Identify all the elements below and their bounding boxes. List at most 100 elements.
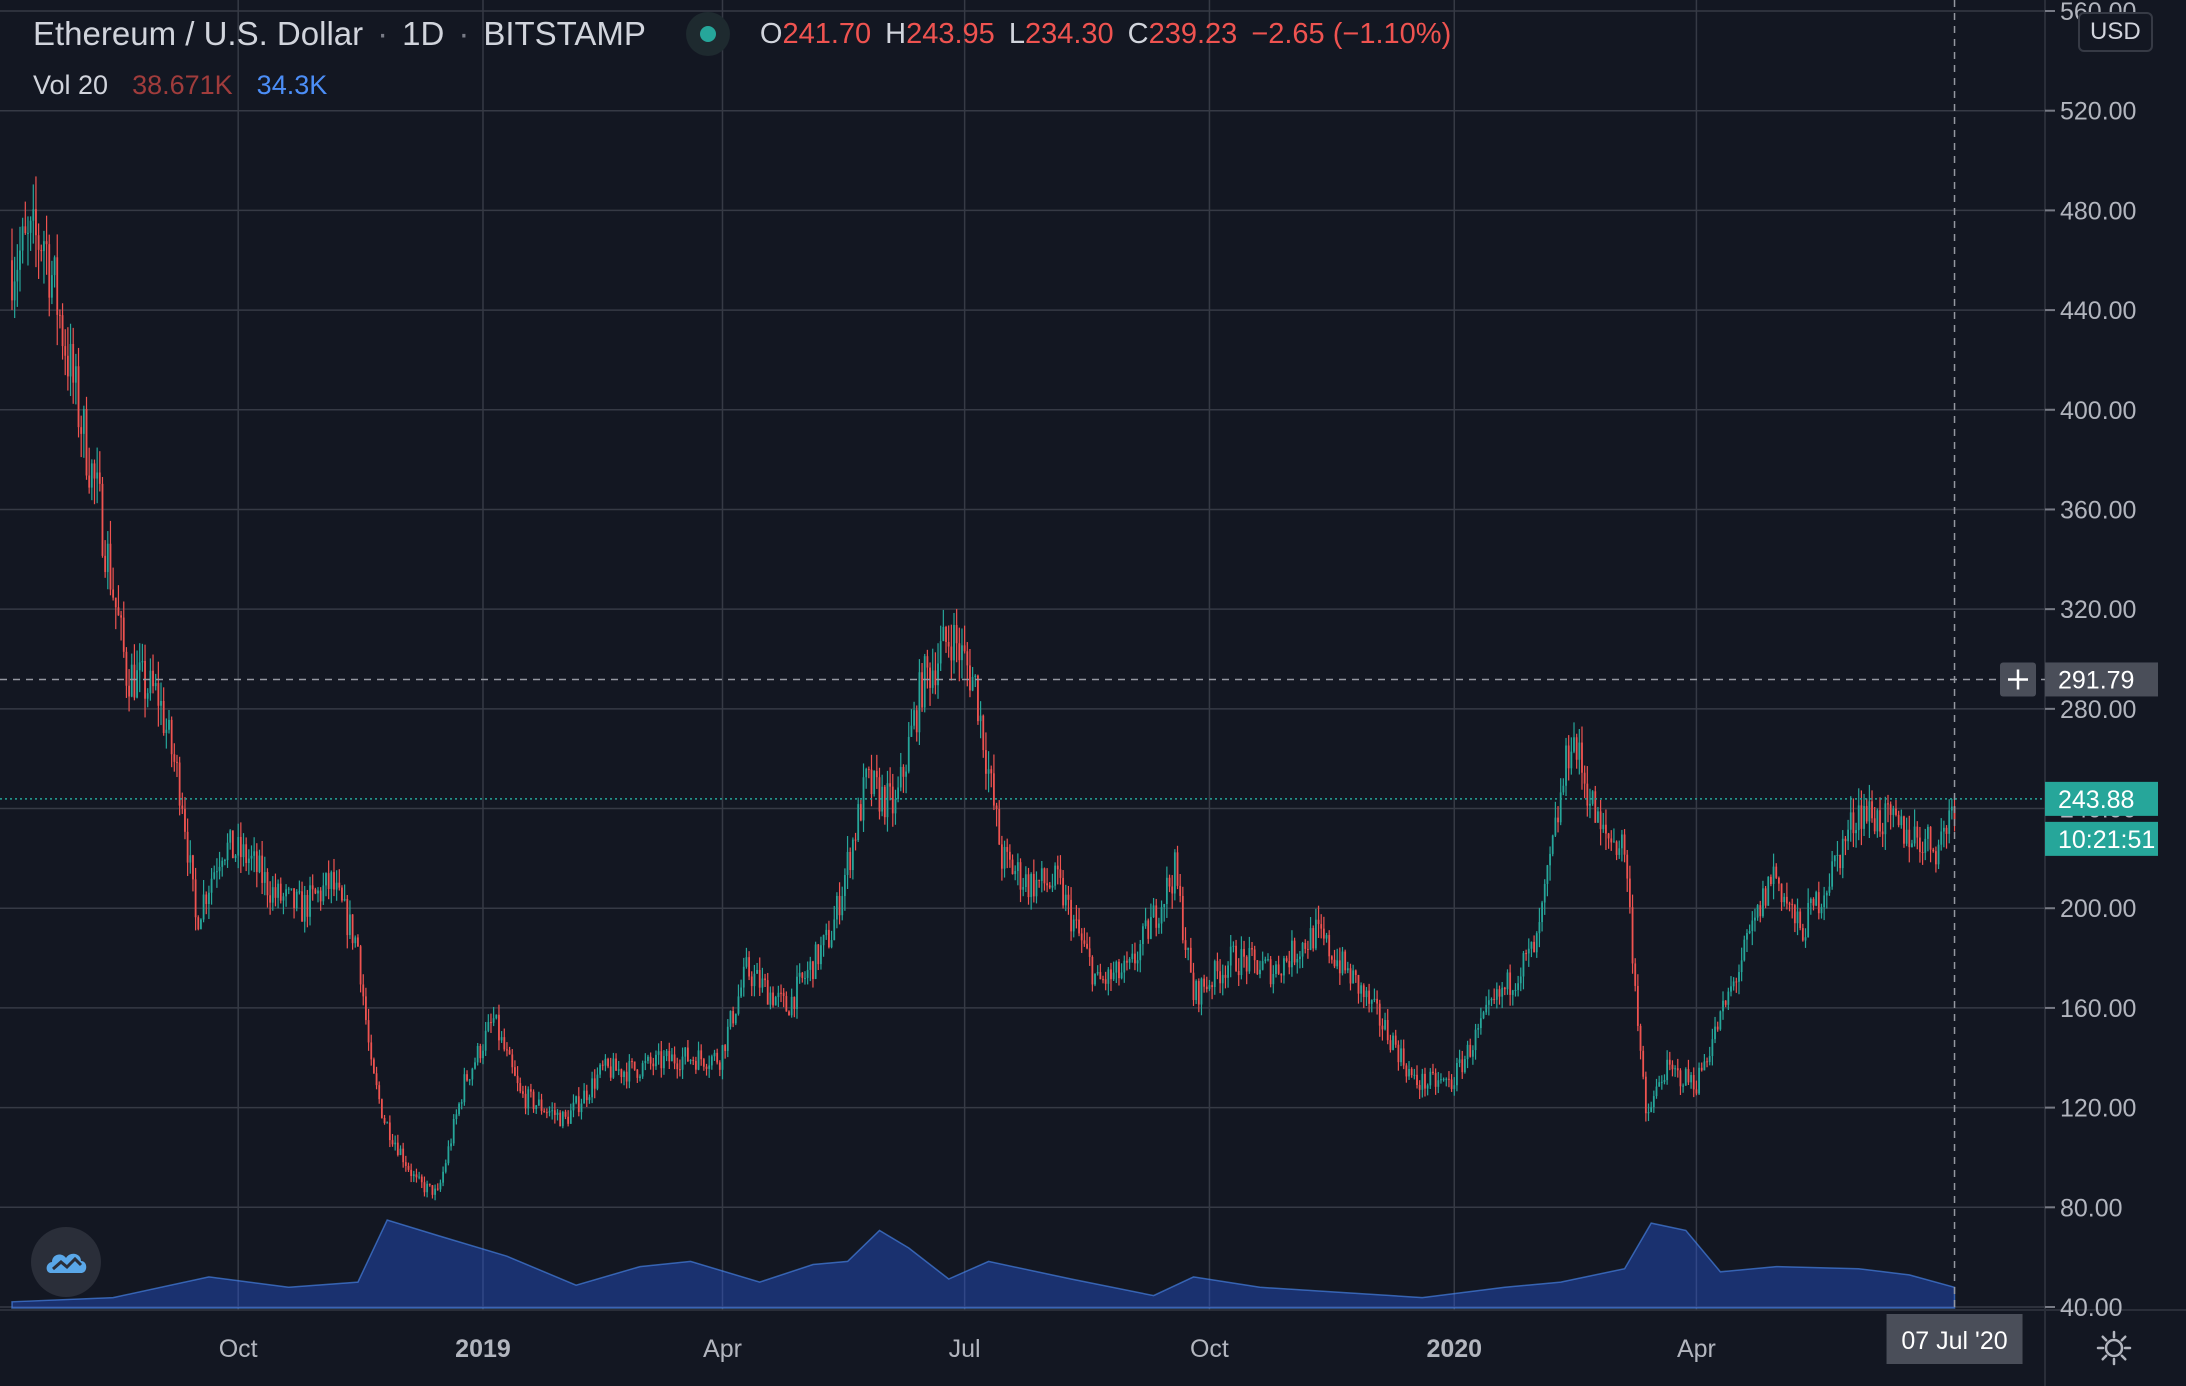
candle-body (671, 1054, 673, 1062)
candle-body (1006, 846, 1009, 852)
candle-body (338, 882, 341, 888)
candle-body (1618, 848, 1621, 855)
candle-body (1118, 961, 1120, 979)
candle-body (266, 872, 269, 896)
candle-body (788, 1011, 790, 1016)
candle-body (1203, 978, 1206, 987)
candle-body (1743, 939, 1746, 961)
candle-body (697, 1050, 700, 1070)
candle-body (1557, 817, 1559, 823)
candle-body (1613, 841, 1615, 843)
candle-body (1522, 953, 1525, 977)
candle-body (1261, 961, 1264, 970)
candle-body (537, 1099, 540, 1106)
currency-button[interactable]: USD (2078, 12, 2153, 52)
candle-body (117, 607, 120, 616)
candle-body (35, 209, 37, 236)
candle-body (1764, 888, 1767, 906)
price-tick-label: 80.00 (2060, 1194, 2123, 1222)
candle-body (1863, 806, 1865, 829)
candle-body (1495, 989, 1498, 1000)
candle-body (490, 1022, 492, 1024)
candle-body (77, 366, 80, 428)
candle-body (889, 783, 892, 787)
candle-body (1328, 935, 1331, 957)
candle-body (152, 670, 154, 687)
candle-body (604, 1058, 607, 1066)
candle-body (1192, 972, 1195, 1001)
candle-body (958, 643, 961, 661)
candle-body (223, 860, 226, 862)
candle-body (1421, 1073, 1424, 1090)
candle-body (306, 895, 309, 917)
candle-body (796, 976, 798, 1009)
gear-icon[interactable] (2096, 1330, 2132, 1366)
candle-body (966, 651, 969, 666)
candle-body (867, 769, 870, 771)
volume-value: 38.671K (132, 70, 233, 100)
status-dot-icon[interactable] (685, 12, 730, 56)
candle-body (1221, 974, 1224, 984)
candle-body (665, 1050, 668, 1057)
candle-body (1075, 919, 1078, 921)
candle-body (1086, 943, 1088, 949)
candle-body (205, 894, 208, 905)
candle-body (482, 1050, 484, 1059)
candle-body (1189, 947, 1192, 973)
candle-body (503, 1037, 506, 1050)
candle-body (1703, 1061, 1706, 1071)
candle-body (1607, 833, 1610, 839)
candle-body (322, 885, 325, 902)
candle-body (660, 1051, 663, 1069)
candle-body (1549, 853, 1551, 866)
candle-body (1551, 835, 1554, 854)
candle-body (1309, 928, 1312, 950)
candle-body (93, 463, 96, 479)
tradingview-cloud-logo-icon[interactable] (31, 1227, 101, 1297)
candle-body (1887, 803, 1889, 805)
candle-body (1581, 742, 1583, 773)
price-tick-label: 440.00 (2060, 297, 2136, 325)
candle-body (173, 754, 176, 762)
candle-body (817, 944, 820, 965)
candle-body (1913, 826, 1916, 844)
candle-body (24, 226, 27, 234)
time-axis[interactable]: Oct 2019 Apr Jul Oct 2020 Apr 07 Jul '20 (219, 1314, 2023, 1364)
candle-body (873, 770, 876, 795)
candle-body (806, 969, 809, 978)
volume-legend[interactable]: Vol 20 38.671K 34.3K (33, 70, 327, 101)
candle-body (1903, 816, 1905, 844)
candle-body (1655, 1086, 1658, 1097)
candle-body (1437, 1080, 1440, 1087)
candle-body (372, 1059, 375, 1074)
candle-body (88, 475, 91, 488)
candle-body (434, 1188, 436, 1195)
candle-body (913, 710, 915, 726)
candle-body (1770, 876, 1772, 884)
candle-body (37, 235, 40, 250)
candle-body (1054, 865, 1057, 886)
candle-body (516, 1075, 519, 1084)
candle-body (918, 672, 921, 733)
candle-body (1474, 1029, 1477, 1051)
candle-body (639, 1076, 641, 1078)
candle-body (162, 700, 165, 734)
symbol-legend[interactable]: Ethereum / U.S. Dollar · 1D · BITSTAMP O… (33, 12, 1451, 56)
candle-body (841, 896, 844, 916)
price-axis[interactable]: 40.0080.00120.00160.00200.00240.00280.00… (2000, 0, 2158, 1322)
candle-body (591, 1078, 593, 1098)
candle-body (237, 836, 240, 856)
candle-body (1775, 866, 1778, 878)
candle-body (1948, 810, 1951, 834)
candle-body (1519, 976, 1522, 984)
candle-body (51, 275, 53, 298)
candle-body (769, 992, 772, 1005)
candle-body (1932, 849, 1935, 852)
candle-body (1501, 987, 1504, 997)
candle-body (942, 626, 945, 642)
candle-body (1142, 926, 1144, 945)
candle-body (519, 1083, 522, 1092)
candle-body (750, 976, 753, 987)
candle-body (1820, 907, 1823, 914)
